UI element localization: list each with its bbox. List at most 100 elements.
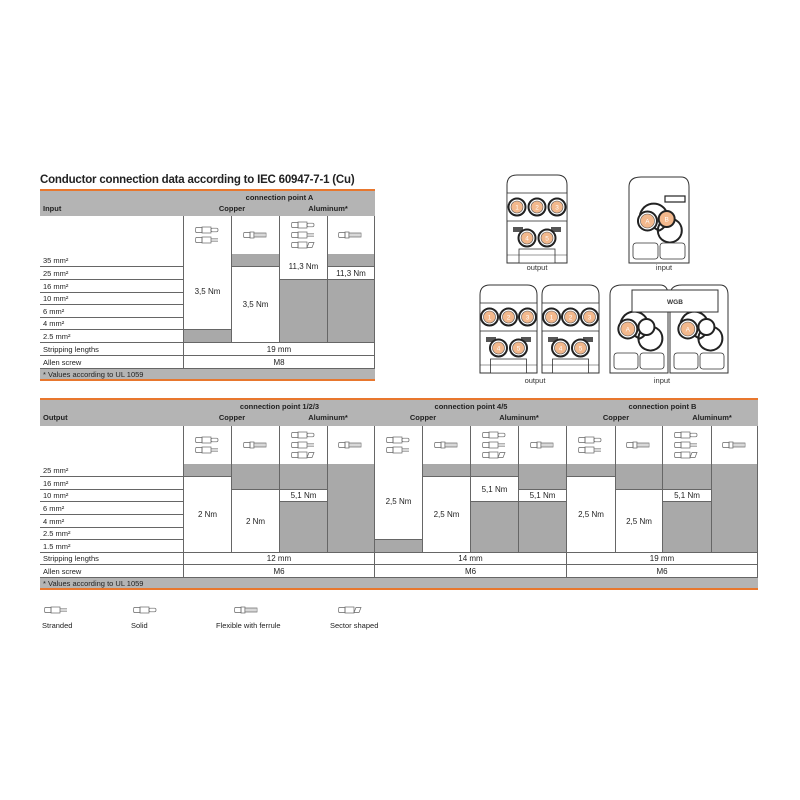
- stranded-conductor-icon: [290, 231, 314, 239]
- stripping-length-value: 14 mm: [375, 553, 567, 565]
- not-applicable-cell: [184, 464, 232, 477]
- terminal-number: 3: [555, 205, 559, 212]
- table-header: [40, 191, 375, 216]
- conductor-type-icons: [423, 426, 471, 464]
- not-applicable-cell: [232, 464, 280, 490]
- legend-item-label: Solid: [131, 621, 148, 630]
- terminal-marker: [510, 200, 524, 214]
- conductor-size-label: 6 mm²: [40, 305, 184, 318]
- terminal-number: 2: [569, 315, 573, 322]
- row-header: Output: [43, 413, 68, 422]
- terminal-marker: [520, 231, 534, 245]
- conductor-type-icons: [184, 426, 232, 464]
- not-applicable-cell: [423, 464, 471, 477]
- terminal-port: [637, 318, 656, 336]
- aluminum-label: Aluminum*: [308, 204, 348, 213]
- stripping-length-value: 12 mm: [184, 553, 375, 565]
- conductor-type-icons: [471, 426, 519, 464]
- input-caption: input: [656, 263, 673, 272]
- terminal-marker: [640, 213, 655, 229]
- terminal-marker: [540, 231, 554, 245]
- conductor-size-label: 35 mm²: [40, 254, 184, 267]
- stranded-conductor-icon: [194, 446, 218, 454]
- ferrule-conductor-icon: [433, 441, 457, 449]
- stranded-conductor-icon: [194, 236, 218, 244]
- ferrule-conductor-icon: [338, 231, 362, 239]
- terminal-number: 3: [526, 315, 530, 322]
- allen-screw-value: M6: [184, 565, 375, 578]
- not-applicable-cell: [471, 502, 519, 553]
- not-applicable-cell: [184, 330, 232, 343]
- conductor-type-icons: [280, 216, 328, 254]
- copper-label: Copper: [218, 204, 246, 213]
- solid-conductor-icon: [385, 436, 409, 444]
- conductor-type-icons: [280, 426, 328, 464]
- sector-conductor-icon: [290, 241, 315, 249]
- not-applicable-cell: [280, 464, 328, 490]
- not-applicable-cell: [280, 280, 328, 343]
- not-applicable-cell: [328, 280, 375, 343]
- terminal-number: 4: [497, 346, 501, 353]
- conductor-type-icons: [616, 426, 663, 464]
- conductor-size-label: 6 mm²: [40, 502, 184, 515]
- connection-point-title: connection point B: [628, 402, 697, 411]
- terminal-number: 5: [579, 346, 583, 353]
- footnote: * Values according to UL 1059: [40, 369, 375, 379]
- torque-value-cell: 2,5 Nm: [423, 477, 471, 553]
- torque-value-cell: 3,5 Nm: [232, 267, 280, 343]
- aluminum-label: Aluminum*: [499, 413, 539, 422]
- conductor-size-label: 4 mm²: [40, 515, 184, 528]
- conductor-size-label: 25 mm²: [40, 464, 184, 477]
- footnote: * Values according to UL 1059: [40, 578, 758, 588]
- table-top-rule: [40, 398, 758, 400]
- ferrule-conductor-icon: [721, 441, 745, 449]
- terminal-port: [697, 318, 716, 336]
- not-applicable-cell: [471, 464, 519, 477]
- input-caption: input: [654, 376, 671, 385]
- terminal-marker: [554, 341, 567, 355]
- solid-conductor-icon: [578, 436, 602, 444]
- output-caption: output: [525, 376, 547, 385]
- torque-value-cell: 2,5 Nm: [567, 477, 616, 553]
- header-blank-cell: [40, 216, 184, 254]
- not-applicable-cell: [519, 502, 567, 553]
- torque-value-cell: 11,3 Nm: [280, 254, 328, 280]
- not-applicable-cell: [567, 464, 616, 477]
- table-bottom-rule: [40, 588, 758, 590]
- stranded-conductor-icon: [44, 606, 67, 614]
- conductor-size-label: 16 mm²: [40, 280, 184, 293]
- conductor-type-icons: [375, 426, 423, 464]
- terminal-number: B: [665, 217, 669, 224]
- torque-value-cell: 2 Nm: [232, 490, 280, 553]
- terminal-marker: [483, 310, 496, 324]
- terminal-number: 5: [517, 346, 521, 353]
- stripping-length-value: 19 mm: [567, 553, 758, 565]
- conductor-type-icons: [663, 426, 712, 464]
- conductor-size-label: 10 mm²: [40, 490, 184, 502]
- conductor-type-icons: [184, 216, 232, 254]
- legend-item-icon: [234, 601, 264, 614]
- terminal-number: 1: [515, 205, 519, 212]
- terminal-number: 3: [588, 315, 592, 322]
- sector-conductor-icon: [481, 451, 506, 459]
- legend-item-label: Sector shaped: [330, 621, 379, 630]
- torque-value-cell: 2,5 Nm: [616, 490, 663, 553]
- connection-point-title: connection point 4/5: [434, 402, 508, 411]
- wgb-module: [631, 289, 719, 313]
- terminal-marker: [521, 310, 534, 324]
- connector-tab: [664, 195, 686, 203]
- terminal-number: 4: [525, 236, 529, 243]
- allen-screw-value: M6: [567, 565, 758, 578]
- output-caption: output: [527, 263, 549, 272]
- conductor-size-label: 25 mm²: [40, 267, 184, 280]
- solid-conductor-icon: [194, 226, 218, 234]
- output-distribution-block: 1 2 3 4 5: [506, 174, 568, 264]
- conductor-type-icons: [519, 426, 567, 464]
- ferrule-conductor-icon: [338, 441, 362, 449]
- allen-screw-label: Allen screw: [40, 356, 184, 369]
- terminal-number: 2: [535, 205, 539, 212]
- ferrule-conductor-icon: [242, 231, 266, 239]
- conductor-size-label: 2.5 mm²: [40, 330, 184, 343]
- ferrule-conductor-icon: [242, 441, 266, 449]
